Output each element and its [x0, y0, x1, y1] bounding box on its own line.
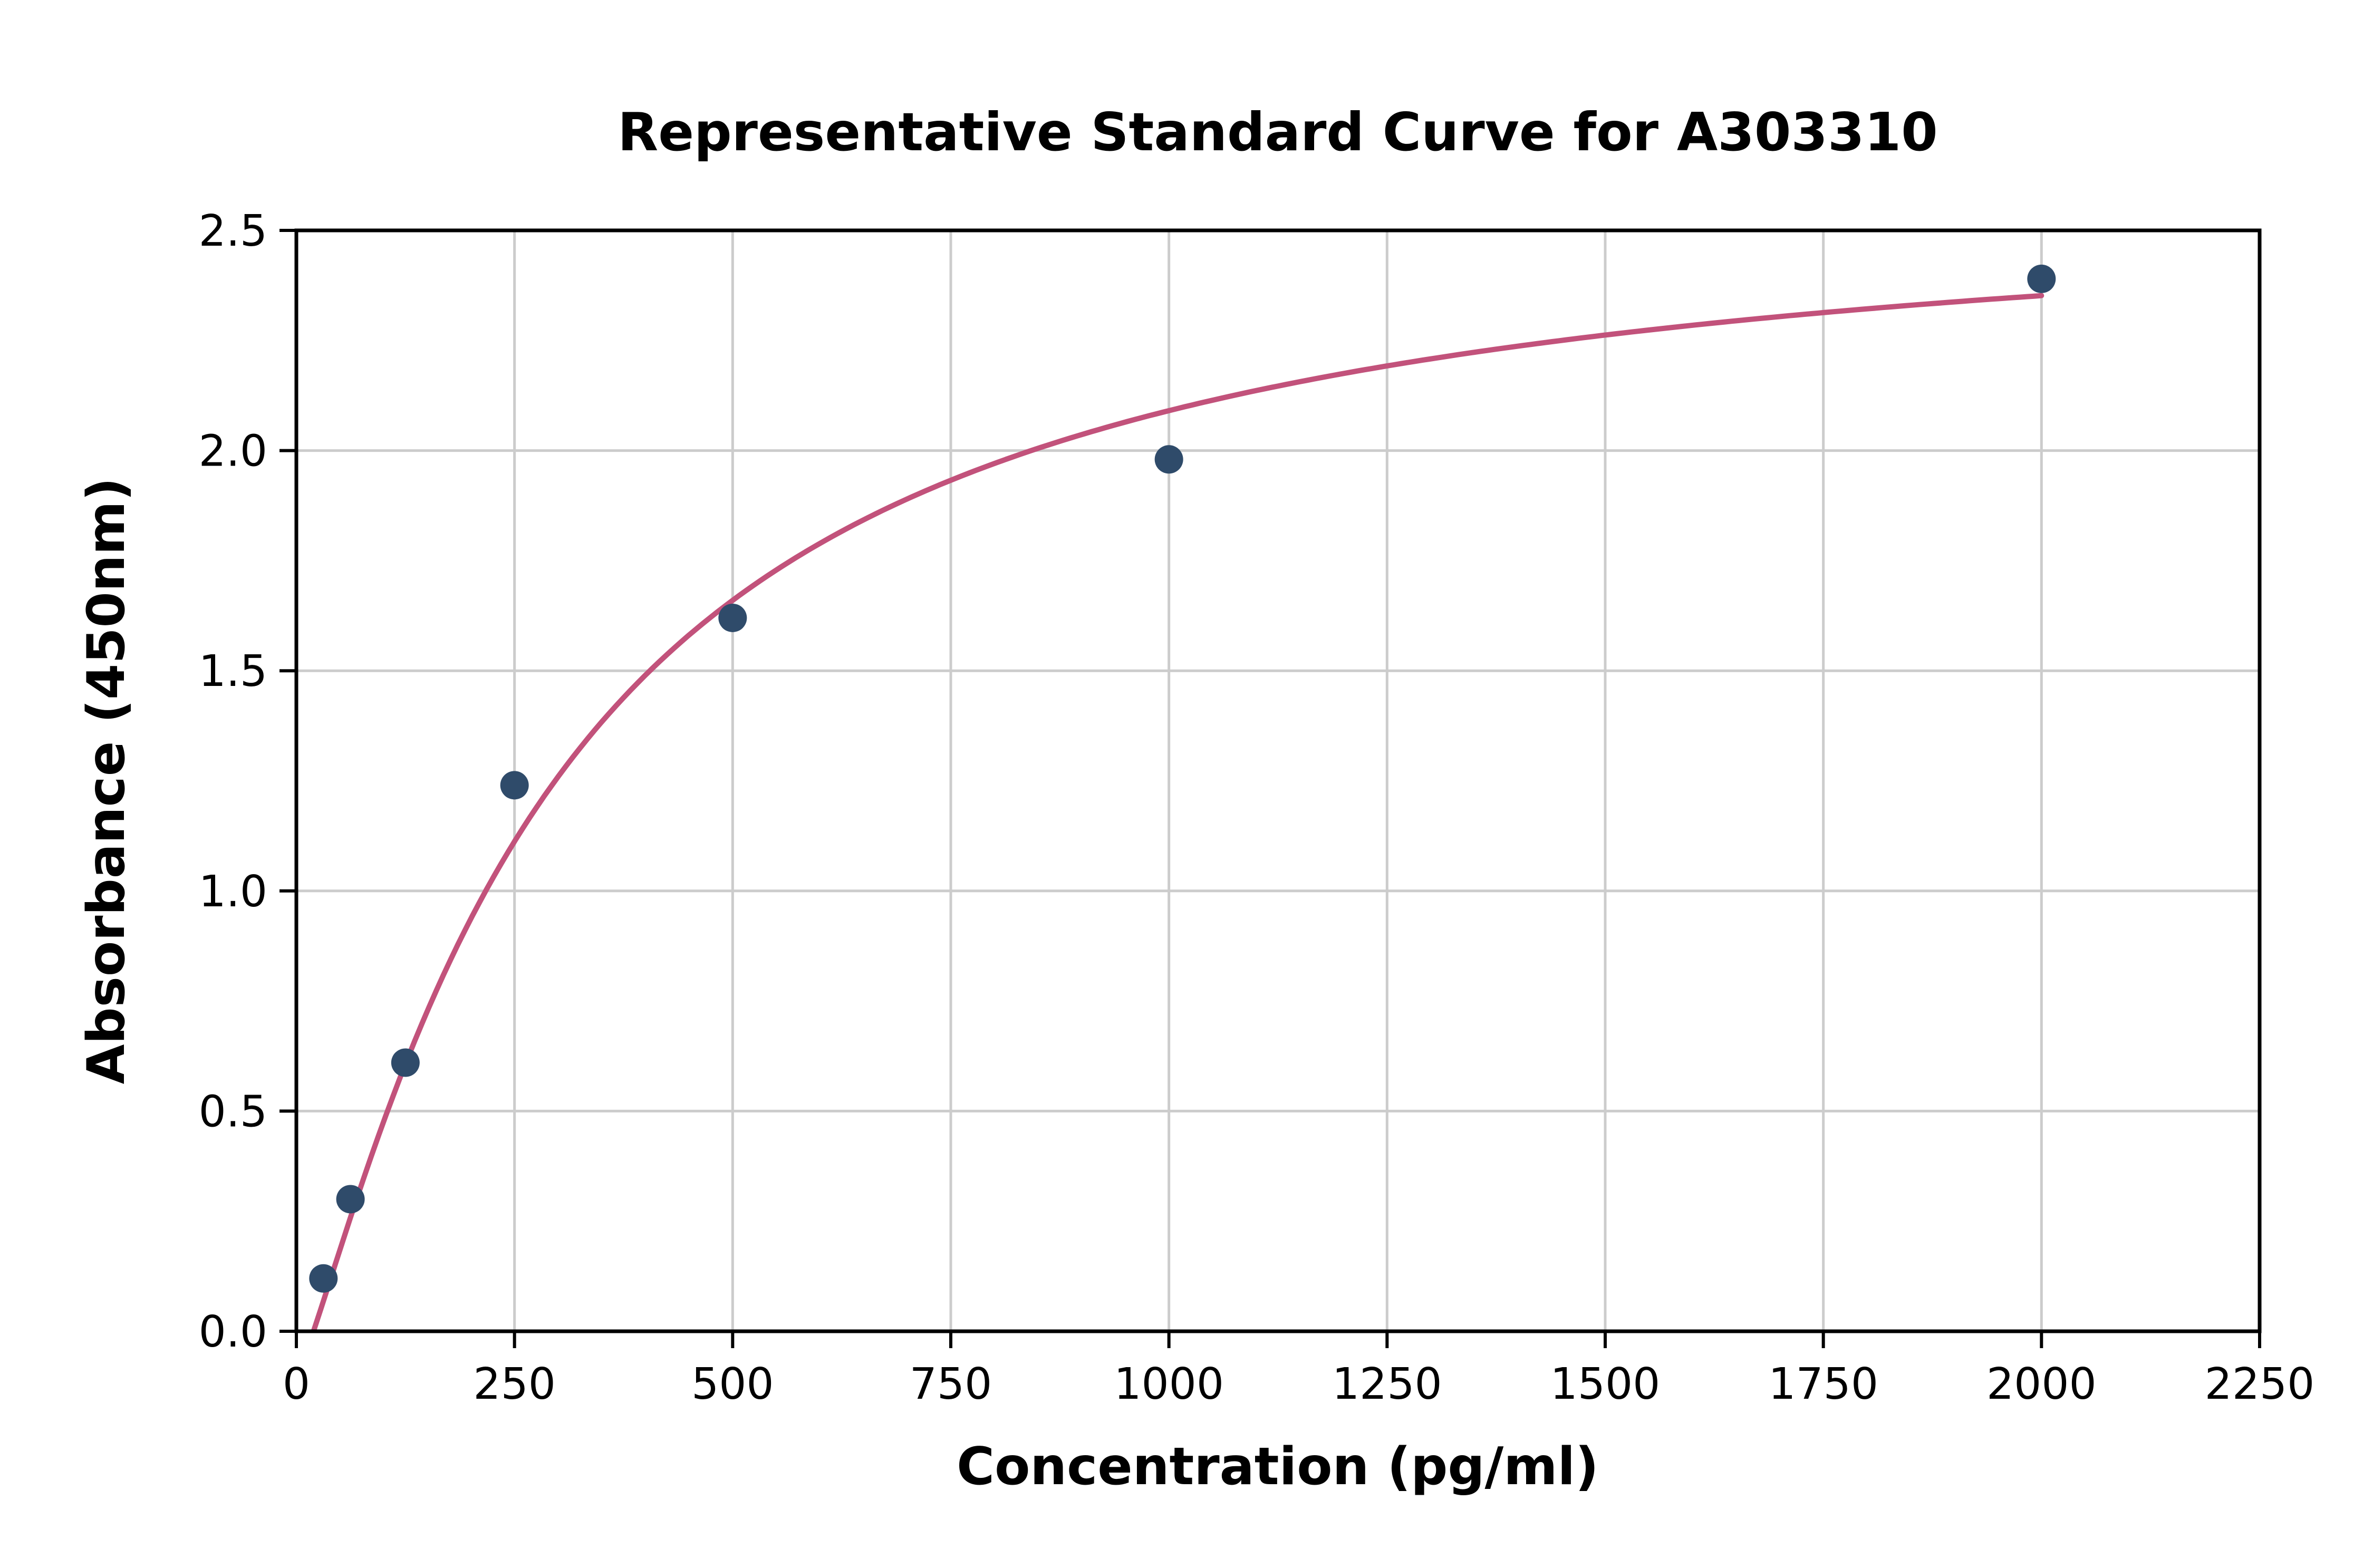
y-tick-label: 0.5: [199, 1087, 267, 1137]
data-point: [500, 771, 529, 800]
x-tick-label: 0: [283, 1359, 310, 1409]
x-tick-label: 2000: [1986, 1359, 2097, 1409]
x-tick-label: 1250: [1332, 1359, 1442, 1409]
x-tick-label: 1750: [1768, 1359, 1878, 1409]
x-tick-label: 250: [473, 1359, 556, 1409]
x-tick-label: 2250: [2205, 1359, 2315, 1409]
x-tick-label: 1500: [1550, 1359, 1661, 1409]
fit-curve-layer: [311, 293, 2044, 1333]
y-axis-label: Absorbance (450nm): [76, 478, 137, 1085]
y-tick-label: 1.5: [199, 646, 267, 696]
y-tick-label: 0.0: [199, 1307, 267, 1357]
plot-border: [294, 228, 2262, 1333]
axis-tick-labels: 0 250 500 750 1000 1250 1500 1750 2000 2250 0.0 0.5…: [199, 206, 2315, 1409]
chart-title: Representative Standard Curve for A30331…: [618, 101, 1937, 163]
y-tick-label: 2.0: [199, 427, 267, 477]
fit-curve-line: [311, 293, 2044, 1333]
y-tick-label: 1.0: [199, 867, 267, 917]
data-point: [1154, 445, 1183, 474]
data-point: [336, 1185, 365, 1214]
data-point: [718, 603, 747, 632]
y-tick-label: 2.5: [199, 206, 267, 256]
x-tick-label: 750: [910, 1359, 992, 1409]
x-tick-label: 500: [691, 1359, 774, 1409]
data-point: [2027, 264, 2056, 293]
axis-ticks: [279, 229, 2261, 1348]
gridlines: [295, 229, 2261, 1333]
x-tick-label: 1000: [1114, 1359, 1224, 1409]
x-axis-label: Concentration (pg/ml): [957, 1437, 1599, 1497]
data-point: [391, 1048, 420, 1077]
data-point: [309, 1264, 338, 1293]
data-points-layer: [309, 264, 2056, 1293]
